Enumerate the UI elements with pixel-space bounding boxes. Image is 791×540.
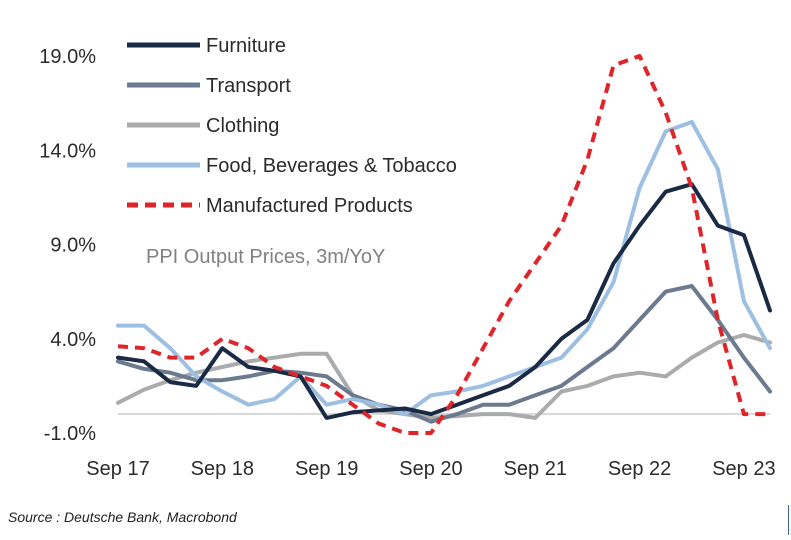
x-tick-label: Sep 17: [86, 458, 149, 480]
series-lines: [116, 54, 772, 435]
legend: Furniture Transport Clothing Food, Beverage…: [127, 35, 457, 217]
y-tick-label: 4.0%: [50, 329, 96, 351]
series-line-clothing: [116, 333, 772, 420]
legend-label: Food, Beverages & Tobacco: [206, 155, 457, 177]
legend-label: Transport: [206, 75, 291, 97]
x-axis-ticks: Sep 17 Sep 18 Sep 19 Sep 20 Sep 21 Sep 22 Sep …: [86, 458, 775, 480]
x-tick-label: Sep 20: [399, 458, 462, 480]
chart-subtitle: PPI Output Prices, 3m/YoY: [146, 246, 385, 268]
x-tick-label: Sep 22: [608, 458, 671, 480]
x-tick-label: Sep 21: [504, 458, 567, 480]
y-tick-label: 9.0%: [50, 235, 96, 257]
x-tick-label: Sep 19: [295, 458, 358, 480]
legend-label: Furniture: [206, 35, 286, 57]
y-tick-label: 14.0%: [39, 140, 96, 162]
legend-label: Clothing: [206, 115, 279, 137]
legend-label: Manufactured Products: [206, 195, 413, 217]
page-edge-marker: [788, 505, 789, 535]
y-axis-ticks: 19.0% 14.0% 9.0% 4.0% -1.0%: [39, 46, 96, 445]
series-line-manufactured-products: [117, 54, 770, 435]
x-tick-label: Sep 18: [191, 458, 254, 480]
x-tick-label: Sep 23: [712, 458, 775, 480]
series-line-transport: [116, 284, 772, 424]
series-line-furniture: [116, 182, 772, 420]
y-tick-label: -1.0%: [44, 423, 96, 445]
series-line-food-beverages-tobacco: [116, 120, 772, 417]
source-note: Source : Deutsche Bank, Macrobond: [8, 509, 237, 525]
y-tick-label: 19.0%: [39, 46, 96, 68]
